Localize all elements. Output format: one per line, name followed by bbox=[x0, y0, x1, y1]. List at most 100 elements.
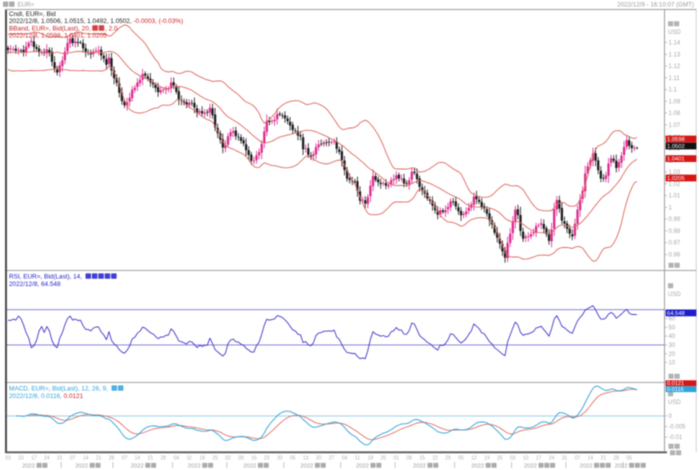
svg-text:1.01: 1.01 bbox=[669, 194, 681, 200]
svg-text:20: 20 bbox=[316, 456, 322, 462]
svg-text:1.14: 1.14 bbox=[669, 41, 681, 47]
svg-text:04: 04 bbox=[342, 456, 348, 462]
svg-text:0.0116: 0.0116 bbox=[667, 387, 684, 393]
svg-text:16: 16 bbox=[251, 456, 257, 462]
svg-text:24: 24 bbox=[44, 456, 50, 462]
svg-text:50: 50 bbox=[669, 325, 676, 331]
svg-text:40: 40 bbox=[669, 334, 676, 340]
svg-text:11: 11 bbox=[355, 456, 360, 462]
svg-text:2022/12/8, 64.548: 2022/12/8, 64.548 bbox=[9, 281, 61, 288]
svg-text:2022: 2022 bbox=[356, 464, 369, 470]
svg-text:2022: 2022 bbox=[131, 464, 144, 470]
svg-text:1.1: 1.1 bbox=[669, 88, 678, 94]
svg-text:BBand, EUR=, Bid(Last), 20,: BBand, EUR=, Bid(Last), 20, bbox=[9, 25, 91, 32]
svg-text:1.02: 1.02 bbox=[669, 182, 681, 188]
svg-text:2022: 2022 bbox=[615, 464, 628, 470]
svg-text:1.0205: 1.0205 bbox=[667, 176, 685, 182]
svg-text:25: 25 bbox=[212, 456, 218, 462]
svg-text:08: 08 bbox=[406, 456, 412, 462]
svg-text:21: 21 bbox=[96, 456, 102, 462]
svg-text:-0.005: -0.005 bbox=[669, 425, 687, 431]
svg-text:60: 60 bbox=[669, 317, 676, 323]
svg-text:EUR=: EUR= bbox=[18, 2, 35, 9]
svg-text:14: 14 bbox=[83, 456, 89, 462]
svg-text:24: 24 bbox=[549, 456, 555, 462]
svg-text:USD: USD bbox=[668, 400, 681, 406]
svg-text:64.548: 64.548 bbox=[667, 311, 685, 317]
svg-text:2022: 2022 bbox=[413, 464, 426, 470]
svg-text:1.0502: 1.0502 bbox=[667, 144, 685, 150]
svg-text:10: 10 bbox=[18, 456, 24, 462]
svg-text:2022/12/8, 0.0116, 0.0121: 2022/12/8, 0.0116, 0.0121 bbox=[9, 393, 84, 400]
svg-text:07: 07 bbox=[575, 456, 581, 462]
svg-text:2022: 2022 bbox=[300, 464, 313, 470]
svg-text:14: 14 bbox=[135, 456, 141, 462]
svg-text:31: 31 bbox=[562, 456, 568, 462]
svg-text:28: 28 bbox=[161, 456, 167, 462]
svg-text:1.08: 1.08 bbox=[669, 111, 681, 117]
svg-text:07: 07 bbox=[122, 456, 128, 462]
svg-text:15: 15 bbox=[419, 456, 425, 462]
svg-text:31: 31 bbox=[57, 456, 63, 462]
svg-text:-0.01: -0.01 bbox=[669, 435, 683, 441]
svg-text:30: 30 bbox=[277, 456, 283, 462]
svg-text:USD: USD bbox=[668, 292, 681, 298]
svg-text:28: 28 bbox=[614, 456, 620, 462]
svg-text:1.0598: 1.0598 bbox=[667, 137, 685, 143]
svg-text:18: 18 bbox=[199, 456, 205, 462]
svg-text:USD: USD bbox=[668, 30, 681, 36]
svg-text:19: 19 bbox=[484, 456, 490, 462]
svg-text:02: 02 bbox=[225, 456, 231, 462]
svg-text:22: 22 bbox=[432, 456, 438, 462]
svg-text:0.0121: 0.0121 bbox=[667, 381, 684, 387]
svg-text:0.96: 0.96 bbox=[669, 253, 681, 259]
svg-text:2022: 2022 bbox=[75, 464, 88, 470]
svg-text:, 2.0: , 2.0 bbox=[105, 25, 118, 32]
svg-text:05: 05 bbox=[458, 456, 464, 462]
svg-text:MACD, EUR=, Bid(Last), 12, 26: MACD, EUR=, Bid(Last), 12, 26, 9, bbox=[9, 386, 108, 393]
svg-text:11: 11 bbox=[187, 456, 192, 462]
svg-text:0.98: 0.98 bbox=[669, 229, 681, 235]
svg-text:1.12: 1.12 bbox=[669, 64, 681, 70]
svg-text:2022/12/8, 1.0506, 1.0515, 1.0: 2022/12/8, 1.0506, 1.0515, 1.0492, 1.050… bbox=[9, 18, 183, 25]
svg-text:2022: 2022 bbox=[188, 464, 201, 470]
svg-text:10: 10 bbox=[523, 456, 529, 462]
svg-text:23: 23 bbox=[264, 456, 270, 462]
svg-text:20: 20 bbox=[669, 352, 676, 358]
svg-text:12: 12 bbox=[471, 456, 477, 462]
svg-text:18: 18 bbox=[368, 456, 374, 462]
svg-text:1.05: 1.05 bbox=[669, 147, 681, 153]
svg-text:0.97: 0.97 bbox=[669, 241, 681, 247]
svg-text:Cndl, EUR=, Bid: Cndl, EUR=, Bid bbox=[9, 11, 56, 18]
svg-text:26: 26 bbox=[497, 456, 503, 462]
svg-text:21: 21 bbox=[601, 456, 607, 462]
svg-text:09: 09 bbox=[238, 456, 244, 462]
svg-text:25: 25 bbox=[381, 456, 387, 462]
svg-text:17: 17 bbox=[31, 456, 37, 462]
svg-text:2022: 2022 bbox=[524, 464, 537, 470]
svg-text:29: 29 bbox=[445, 456, 451, 462]
svg-text:14: 14 bbox=[588, 456, 594, 462]
svg-text:17: 17 bbox=[536, 456, 542, 462]
svg-text:06: 06 bbox=[290, 456, 296, 462]
svg-text:RSI, EUR=, Bid(Last), 14,: RSI, EUR=, Bid(Last), 14, bbox=[9, 274, 82, 281]
svg-text:03: 03 bbox=[510, 456, 516, 462]
svg-text:2022/12/9 - 16:10:07 (GMT): 2022/12/9 - 16:10:07 (GMT) bbox=[617, 2, 694, 9]
svg-text:03: 03 bbox=[5, 456, 11, 462]
svg-text:07: 07 bbox=[70, 456, 76, 462]
svg-text:21: 21 bbox=[148, 456, 154, 462]
svg-text:2022: 2022 bbox=[580, 464, 593, 470]
svg-text:1.07: 1.07 bbox=[669, 123, 681, 129]
svg-text:10: 10 bbox=[669, 361, 676, 367]
svg-text:2022: 2022 bbox=[471, 464, 484, 470]
svg-text:04: 04 bbox=[174, 456, 180, 462]
svg-text:2022/12/8, 1.0598, 1.0401, 1.0: 2022/12/8, 1.0598, 1.0401, 1.0205 bbox=[9, 33, 107, 40]
svg-text:0: 0 bbox=[669, 414, 673, 420]
svg-text:0.99: 0.99 bbox=[669, 217, 681, 223]
svg-text:30: 30 bbox=[669, 343, 676, 349]
svg-text:27: 27 bbox=[329, 456, 335, 462]
svg-text:1.13: 1.13 bbox=[669, 52, 681, 58]
svg-text:1.09: 1.09 bbox=[669, 99, 681, 105]
svg-text:13: 13 bbox=[303, 456, 309, 462]
svg-text:1.11: 1.11 bbox=[669, 76, 681, 82]
